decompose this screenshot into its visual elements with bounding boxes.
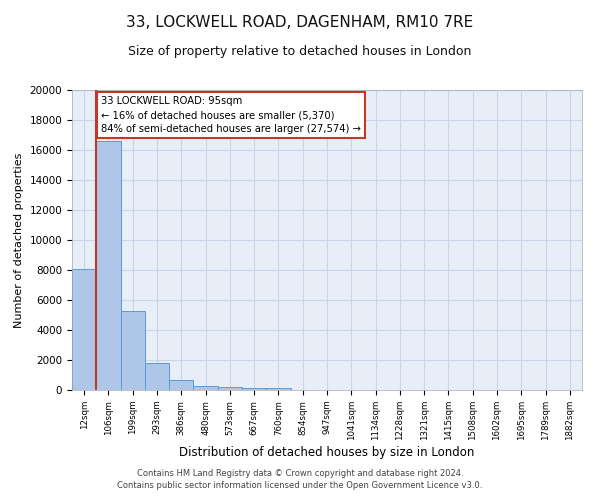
- Bar: [266, 388, 290, 390]
- Bar: [242, 388, 266, 390]
- Bar: [121, 310, 145, 390]
- Bar: [96, 141, 121, 390]
- X-axis label: Distribution of detached houses by size in London: Distribution of detached houses by size …: [179, 446, 475, 458]
- Bar: [169, 380, 193, 390]
- Bar: [218, 387, 242, 390]
- Bar: [193, 386, 218, 390]
- Y-axis label: Number of detached properties: Number of detached properties: [14, 152, 24, 328]
- Text: 33 LOCKWELL ROAD: 95sqm
← 16% of detached houses are smaller (5,370)
84% of semi: 33 LOCKWELL ROAD: 95sqm ← 16% of detache…: [101, 96, 361, 134]
- Bar: [72, 268, 96, 390]
- Text: Contains HM Land Registry data © Crown copyright and database right 2024.
Contai: Contains HM Land Registry data © Crown c…: [118, 468, 482, 490]
- Text: 33, LOCKWELL ROAD, DAGENHAM, RM10 7RE: 33, LOCKWELL ROAD, DAGENHAM, RM10 7RE: [127, 15, 473, 30]
- Bar: [145, 363, 169, 390]
- Text: Size of property relative to detached houses in London: Size of property relative to detached ho…: [128, 45, 472, 58]
